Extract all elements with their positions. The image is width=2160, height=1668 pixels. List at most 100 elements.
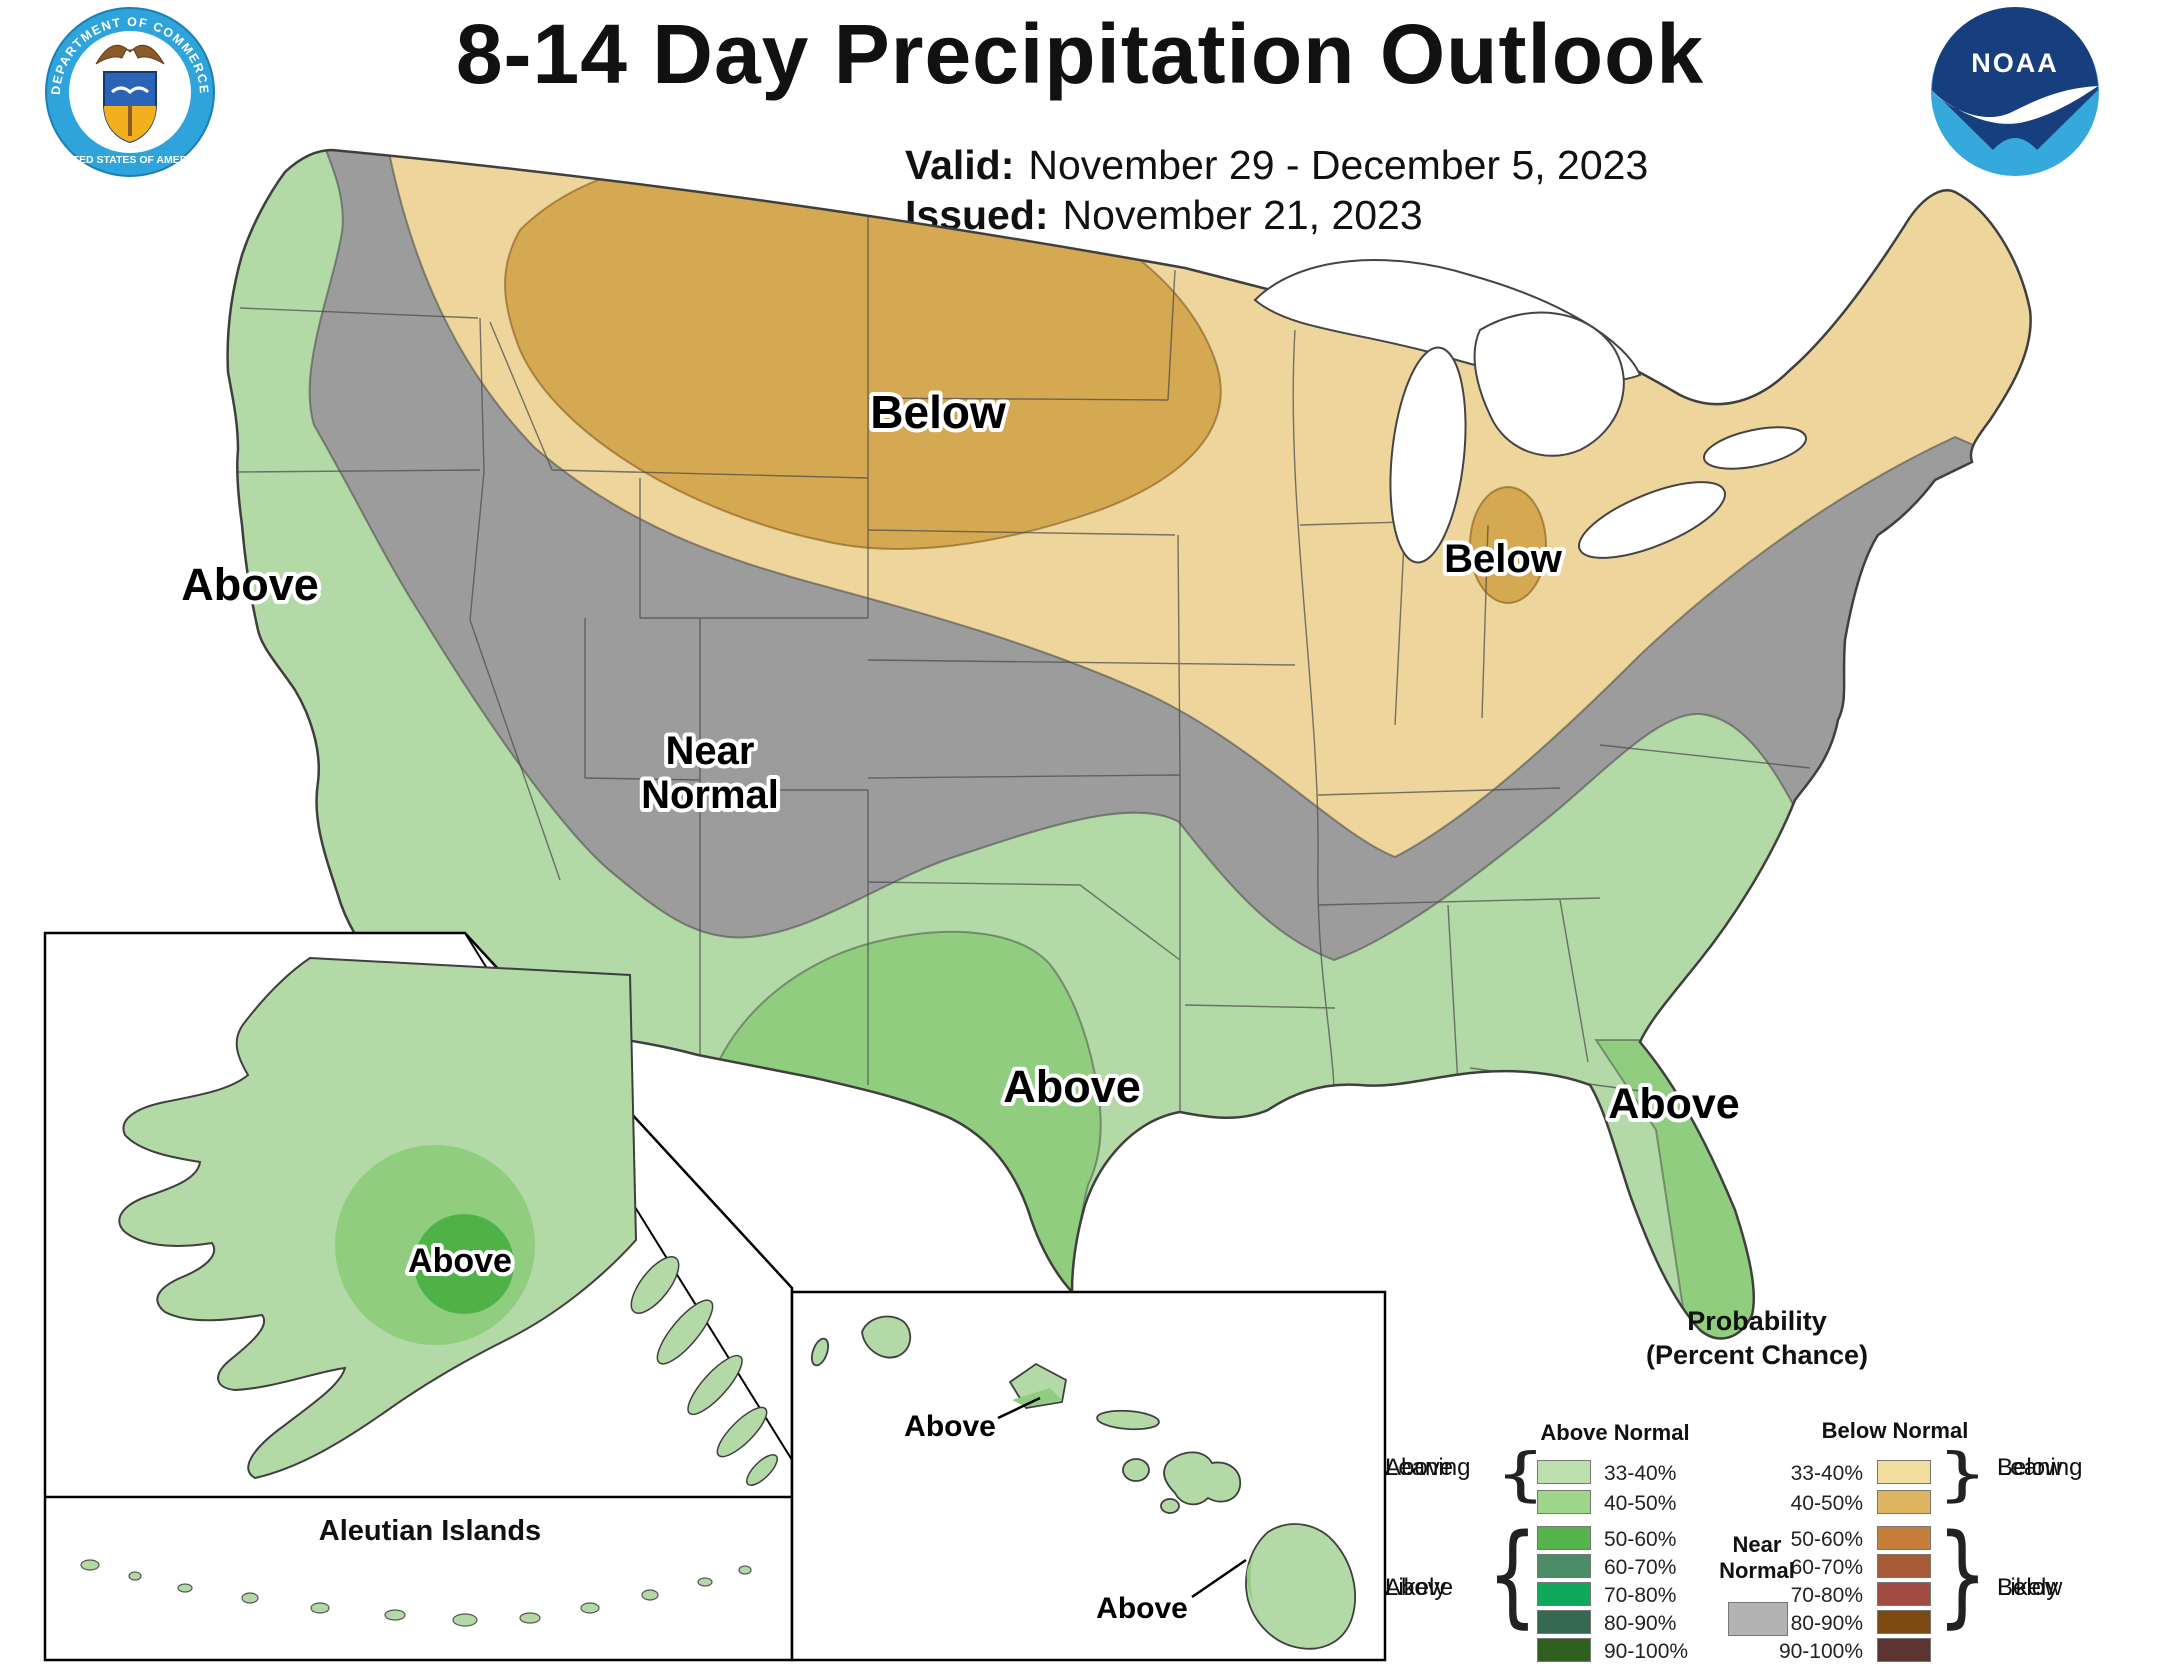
- swatch-below-60-70: [1877, 1554, 1931, 1578]
- pct-below-80-90: 80-90%: [1790, 1612, 1863, 1635]
- pct-below-70-80: 70-80%: [1790, 1584, 1863, 1607]
- legend-title-1: Probability: [1687, 1306, 1827, 1336]
- aleutian-island: [697, 1577, 713, 1587]
- oahu-above-area: [1012, 1388, 1062, 1407]
- island-hawaii: [1245, 1523, 1356, 1650]
- alaska-inset: Above Aleutian Islands: [43, 931, 794, 1662]
- likely-above-line2: Above: [1385, 1574, 1454, 1601]
- island-maui: [1163, 1451, 1241, 1506]
- label-above-alaska: Above: [408, 1242, 512, 1280]
- noaa-seagull-icon: [1932, 86, 2098, 124]
- likely-above-brace: {: [1487, 1510, 1538, 1639]
- panhandle-island: [746, 1454, 778, 1486]
- aleutian-island: [80, 1559, 100, 1571]
- label-near-normal-1: Near: [666, 729, 755, 773]
- noaa-logo: NOAA: [1931, 7, 2099, 176]
- swatch-below-33-40: [1877, 1460, 1931, 1484]
- page-title: 8-14 Day Precipitation Outlook: [455, 7, 1705, 101]
- alaska-panhandle: [630, 1256, 778, 1486]
- island-lanai: [1122, 1458, 1150, 1482]
- panhandle-island: [630, 1256, 680, 1314]
- lake-erie: [1578, 481, 1726, 559]
- hawaii-pointer-line: [1191, 1558, 1247, 1599]
- lake-ontario: [1702, 426, 1808, 470]
- swatch-below-70-80: [1877, 1582, 1931, 1606]
- swatch-near-normal: [1728, 1602, 1788, 1636]
- doc-seal-bottom-text: UNITED STATES OF AMERICA: [55, 154, 206, 166]
- label-above-texas: Above: [1003, 1061, 1141, 1112]
- leaning-below-line1: Leaning: [1997, 1454, 2083, 1481]
- aleutian-island: [177, 1583, 193, 1593]
- swatch-above-40-50: [1537, 1490, 1591, 1514]
- hawaii-inset: Above Above: [790, 1290, 1387, 1662]
- valid-line: Valid: November 29 - December 5, 2023: [905, 140, 1648, 190]
- valid-issued-block: Valid: November 29 - December 5, 2023 Iss…: [905, 140, 1648, 240]
- noaa-logo-text: NOAA: [1971, 48, 2059, 78]
- aleutian-island: [738, 1565, 752, 1575]
- valid-label: Valid:: [905, 142, 1015, 188]
- swatch-above-80-90: [1537, 1610, 1591, 1634]
- leaning-below-brace: }: [1937, 1440, 1988, 1508]
- leaning-above-line2: Above: [1385, 1454, 1454, 1481]
- panhandle-island: [687, 1354, 743, 1416]
- panhandle-island: [656, 1299, 714, 1365]
- panhandle-island: [716, 1406, 768, 1458]
- alaska-above-50-60: [414, 1214, 514, 1314]
- doc-seal-ship-icon: [111, 86, 149, 95]
- aleutian-island: [241, 1592, 259, 1604]
- hawaii-above-area: [1246, 1560, 1262, 1625]
- state-borders: [237, 215, 1811, 1121]
- swatch-above-70-80: [1537, 1582, 1591, 1606]
- aleutian-island: [384, 1609, 406, 1621]
- pct-above-50-60: 50-60%: [1604, 1528, 1677, 1551]
- island-molokai: [1096, 1409, 1160, 1431]
- aleutian-island: [128, 1571, 142, 1581]
- likely-above-line1: Likely: [1385, 1574, 1447, 1601]
- pct-above-70-80: 70-80%: [1604, 1584, 1677, 1607]
- aleutian-island: [310, 1602, 330, 1614]
- swatch-below-50-60: [1877, 1526, 1931, 1550]
- island-niihau: [810, 1337, 830, 1367]
- pct-above-40-50: 40-50%: [1604, 1492, 1677, 1515]
- swatch-above-33-40: [1537, 1460, 1591, 1484]
- swatch-above-50-60: [1537, 1526, 1591, 1550]
- aleutian-island: [641, 1589, 659, 1601]
- noaa-kite-shape: [1932, 7, 2098, 150]
- label-above-florida: Above: [1608, 1080, 1739, 1128]
- pct-below-33-40: 33-40%: [1790, 1462, 1863, 1485]
- pct-above-60-70: 60-70%: [1604, 1556, 1677, 1579]
- lake-huron: [1473, 311, 1625, 457]
- pct-below-60-70: 60-70%: [1790, 1556, 1863, 1579]
- doc-seal-eagle-icon: [95, 44, 165, 65]
- swatch-above-60-70: [1537, 1554, 1591, 1578]
- pct-below-40-50: 40-50%: [1790, 1492, 1863, 1515]
- leaning-above-line1: Leaning: [1385, 1454, 1471, 1481]
- legend-near-normal-1: Near: [1732, 1532, 1782, 1557]
- pct-below-50-60: 50-60%: [1790, 1528, 1863, 1551]
- label-below-plains: Below: [870, 386, 1006, 438]
- pct-above-80-90: 80-90%: [1604, 1612, 1677, 1635]
- aleutian-island: [519, 1612, 541, 1624]
- legend-above-header: Above Normal: [1540, 1420, 1690, 1445]
- label-above-oahu: Above: [904, 1410, 996, 1443]
- pct-above-90-100: 90-100%: [1604, 1640, 1689, 1663]
- swatch-below-40-50: [1877, 1490, 1931, 1514]
- swatch-above-90-100: [1537, 1638, 1591, 1662]
- label-above-big-island: Above: [1096, 1592, 1188, 1625]
- label-near-normal-2: Normal: [641, 773, 779, 817]
- swatch-below-80-90: [1877, 1610, 1931, 1634]
- oahu-pointer-line: [997, 1396, 1041, 1420]
- probability-legend: Probability (Percent Chance) Above Norma…: [1385, 1292, 2160, 1668]
- label-above-west: Above: [181, 559, 319, 610]
- likely-below-brace: }: [1937, 1510, 1988, 1639]
- aleutian-island: [452, 1613, 478, 1627]
- valid-value: November 29 - December 5, 2023: [1028, 142, 1649, 188]
- aleutian-islands: [80, 1559, 752, 1627]
- aleutian-island: [580, 1602, 600, 1614]
- lake-michigan: [1389, 346, 1467, 564]
- region-below-40-50-ohio: [1469, 486, 1547, 604]
- pct-above-33-40: 33-40%: [1604, 1462, 1677, 1485]
- label-below-ohio: Below: [1444, 537, 1563, 581]
- likely-below-line1: Likely: [1997, 1574, 2059, 1601]
